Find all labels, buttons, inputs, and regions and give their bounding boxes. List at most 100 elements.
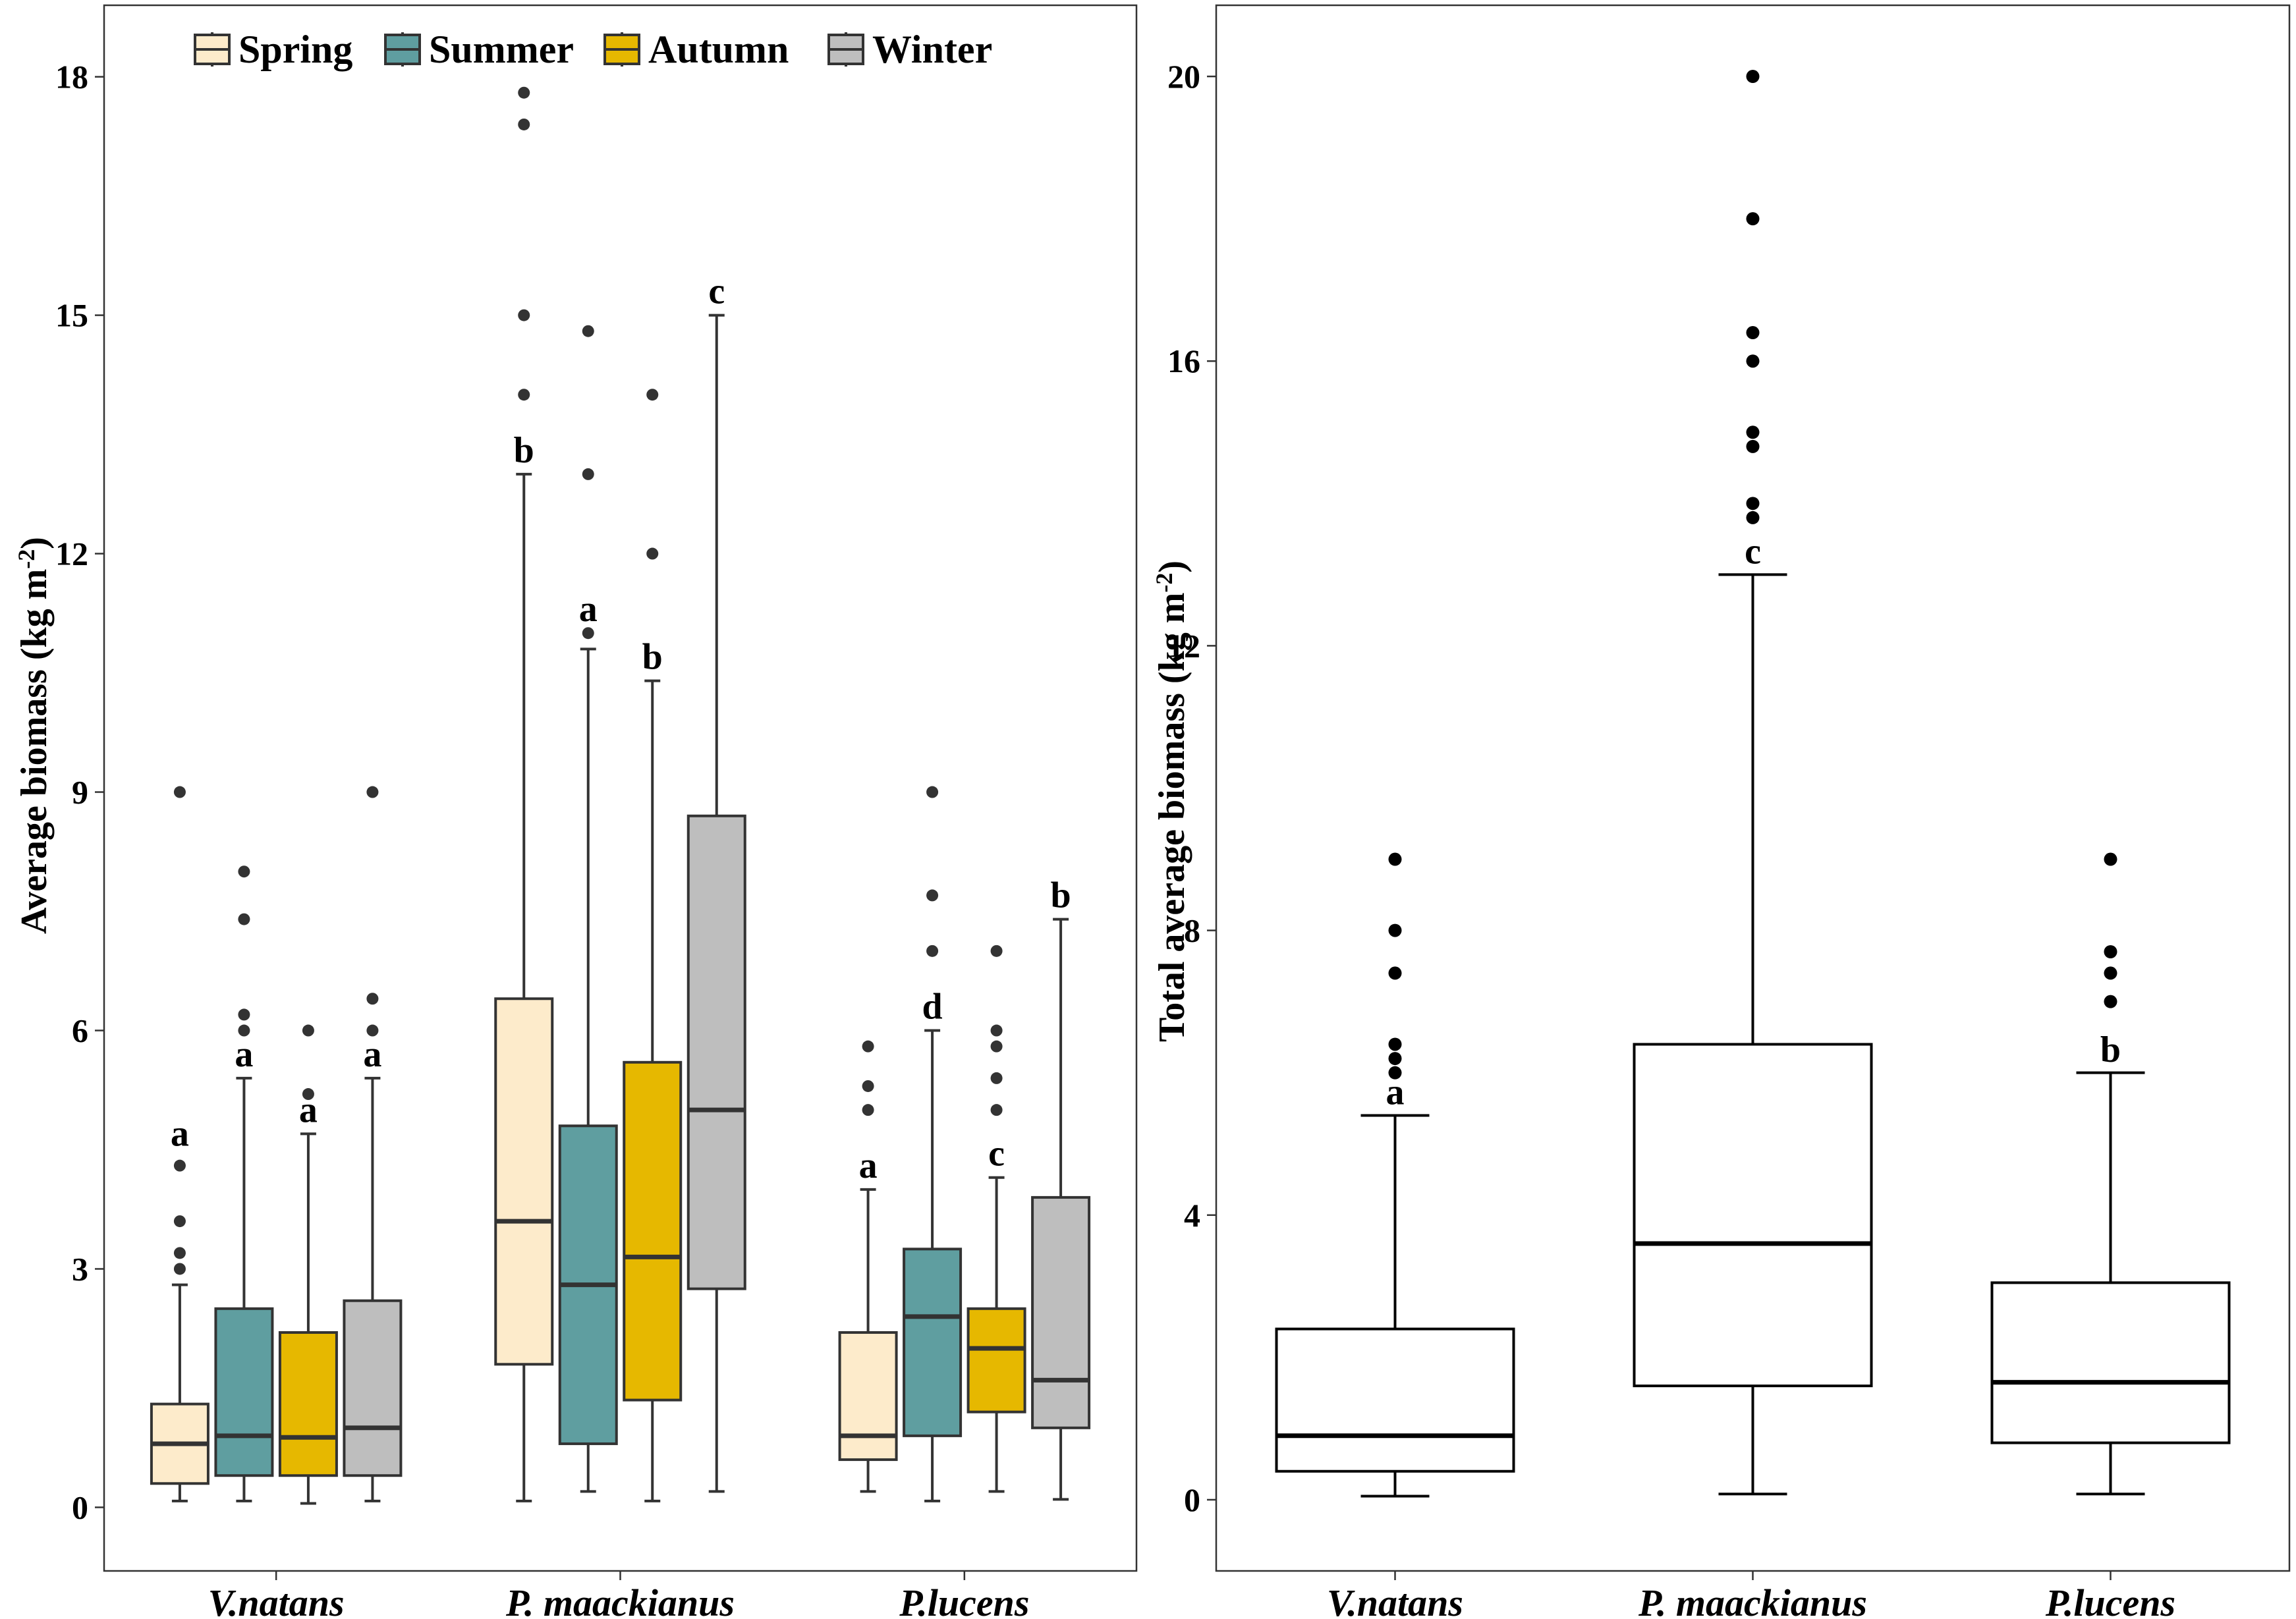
box-autumn-p-maackianus [623,1060,683,1402]
box-summer-p-lucens-sig-label: d [922,986,943,1027]
x-tick-label-p-lucens: P.lucens [899,1581,1029,1619]
box-total-p-maackianus-outlier [1746,510,1760,524]
box-spring-v-natans-outlier [173,1215,186,1228]
box-winter-v-natans-outlier [366,786,379,798]
box-total-p-maackianus-outlier [1746,439,1760,453]
box-summer-p-maackianus-outlier [582,325,594,337]
box-spring-p-lucens-outlier [862,1040,874,1053]
box-winter-p-maackianus-sig-label: c [708,271,725,312]
box-winter-v-natans-outlier [366,993,379,1005]
y-tick-label: 12 [55,535,88,572]
left-panel: 0 3 6 9 12 15 18 V.natans a a a a P. maackianus b a b c P… [13,4,1138,1619]
box-summer-v-natans-sig-label: a [235,1034,253,1075]
box-autumn-p-lucens [966,1307,1026,1413]
y-axis-label-close: ) [14,537,55,549]
box-autumn-p-lucens-sig-label: c [988,1134,1005,1174]
y-tick-label: 16 [1167,343,1200,379]
box-total-p-lucens-sig-label: b [2100,1029,2121,1070]
y-tick-label: 3 [72,1250,88,1287]
box-spring-v-natans-outlier [173,1247,186,1259]
box-total-v-natans-outlier [1388,966,1402,980]
box-autumn-p-lucens-outlier [990,945,1003,957]
box-total-v-natans-sig-label: a [1386,1072,1405,1113]
box-summer-v-natans-outlier [238,865,250,878]
box-summer-p-lucens-outlier [926,889,939,902]
box-total-p-maackianus [1633,1043,1873,1388]
box-total-v-natans-outlier [1388,1066,1402,1080]
box-total-p-maackianus-sig-label: c [1745,532,1761,572]
legend: Spring Summer Autumn Winter [194,28,992,71]
box-spring-p-lucens-outlier [862,1080,874,1092]
y-axis-label-sup: -2 [1151,573,1177,593]
legend-label-summer: Summer [429,28,574,71]
legend-label-autumn: Autumn [648,28,789,71]
x-tick-label-p-lucens: P.lucens [2045,1581,2175,1619]
y-tick-label: 9 [72,774,88,811]
box-total-v-natans-outlier [1388,852,1402,866]
y-tick-label: 15 [55,297,88,334]
y-axis-label: Total average biomass (kg m-2) [1151,561,1192,1042]
box-total-v-natans-outlier [1388,1052,1402,1066]
box-autumn-p-lucens-outlier [990,1040,1003,1053]
box-autumn-v-natans-sig-label: a [299,1089,318,1130]
box-total-p-maackianus-outlier [1746,70,1760,84]
box-autumn-p-lucens-outlier [990,1104,1003,1116]
y-axis-label-close: ) [1152,561,1192,573]
box-spring-p-lucens-outlier [862,1104,874,1116]
box-autumn-v-natans-outlier [302,1024,314,1037]
y-tick-label: 12 [1167,627,1200,664]
box-winter-p-lucens-sig-label: b [1051,875,1071,916]
box-summer-p-maackianus-outlier [582,468,594,480]
x-tick-label-v-natans: V.natans [1327,1581,1463,1619]
y-axis-label-sup: -2 [13,549,40,569]
legend-label-spring: Spring [238,28,352,71]
y-tick-label: 6 [72,1012,88,1049]
y-axis-label-main: Total average biomass (kg m [1152,593,1192,1042]
box-winter-p-maackianus [686,814,746,1290]
box-spring-v-natans-outlier [173,786,186,798]
box-autumn-p-lucens-outlier [990,1072,1003,1084]
box-total-p-lucens-outlier [2104,945,2117,959]
box-spring-v-natans-sig-label: a [171,1114,189,1155]
box-winter-v-natans [343,1299,403,1477]
box-spring-v-natans-outlier [173,1263,186,1275]
y-tick-label: 8 [1184,912,1200,949]
y-tick-label: 20 [1167,58,1200,95]
box-spring-p-maackianus-outlier [518,86,530,99]
box-total-p-maackianus-outlier [1746,497,1760,510]
y-axis-label-main: Average biomass (kg m [14,569,55,934]
box-spring-p-maackianus-sig-label: b [514,430,534,471]
box-total-p-maackianus-outlier [1746,212,1760,226]
box-autumn-p-maackianus-sig-label: b [642,637,663,678]
box-total-p-lucens [1990,1281,2231,1444]
box-total-p-lucens-outlier [2104,995,2117,1008]
box-spring-p-maackianus [494,997,554,1366]
x-tick-label-p-maackianus: P. maackianus [505,1581,735,1619]
box-total-p-maackianus-outlier [1746,326,1760,340]
box-winter-p-lucens [1031,1195,1091,1429]
x-tick-label-p-maackianus: P. maackianus [1638,1581,1867,1619]
x-tick-label-v-natans: V.natans [208,1581,345,1619]
box-total-v-natans [1275,1327,1515,1473]
box-spring-v-natans-outlier [173,1159,186,1172]
box-summer-p-maackianus-sig-label: a [579,589,598,630]
legend-label-winter: Winter [872,28,992,71]
box-summer-v-natans-outlier [238,1024,250,1037]
box-autumn-p-lucens-outlier [990,1024,1003,1037]
right-panel: 0 4 8 12 16 20 V.natans a P. maackianus c P.lucens… [1151,4,2291,1619]
box-total-p-maackianus-outlier [1746,425,1760,439]
y-tick-label: 0 [72,1489,88,1525]
box-spring-p-maackianus-outlier [518,389,530,401]
y-tick-label: 4 [1184,1197,1200,1234]
box-summer-p-lucens [903,1248,963,1437]
box-total-p-lucens-outlier [2104,966,2117,980]
y-tick-label: 18 [55,59,88,96]
box-spring-p-lucens [838,1331,898,1462]
box-summer-v-natans [214,1307,274,1477]
box-winter-v-natans-sig-label: a [363,1034,381,1075]
box-autumn-p-maackianus-outlier [646,389,659,401]
box-autumn-p-maackianus-outlier [646,547,659,560]
box-spring-p-maackianus-outlier [518,309,530,321]
plot-frame [103,4,1138,1572]
